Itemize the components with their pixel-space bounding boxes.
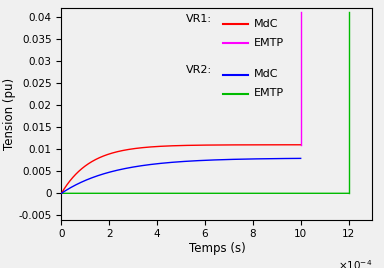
Text: VR1:: VR1: <box>186 14 212 24</box>
Text: EMTP: EMTP <box>254 38 285 48</box>
Text: VR2:: VR2: <box>186 65 212 75</box>
Text: EMTP: EMTP <box>254 88 285 99</box>
Text: MdC: MdC <box>254 19 279 29</box>
Text: $\times10^{-4}$: $\times10^{-4}$ <box>338 259 372 268</box>
Text: MdC: MdC <box>254 69 279 79</box>
X-axis label: Temps (s): Temps (s) <box>189 242 245 255</box>
Y-axis label: Tension (pu): Tension (pu) <box>3 78 16 150</box>
